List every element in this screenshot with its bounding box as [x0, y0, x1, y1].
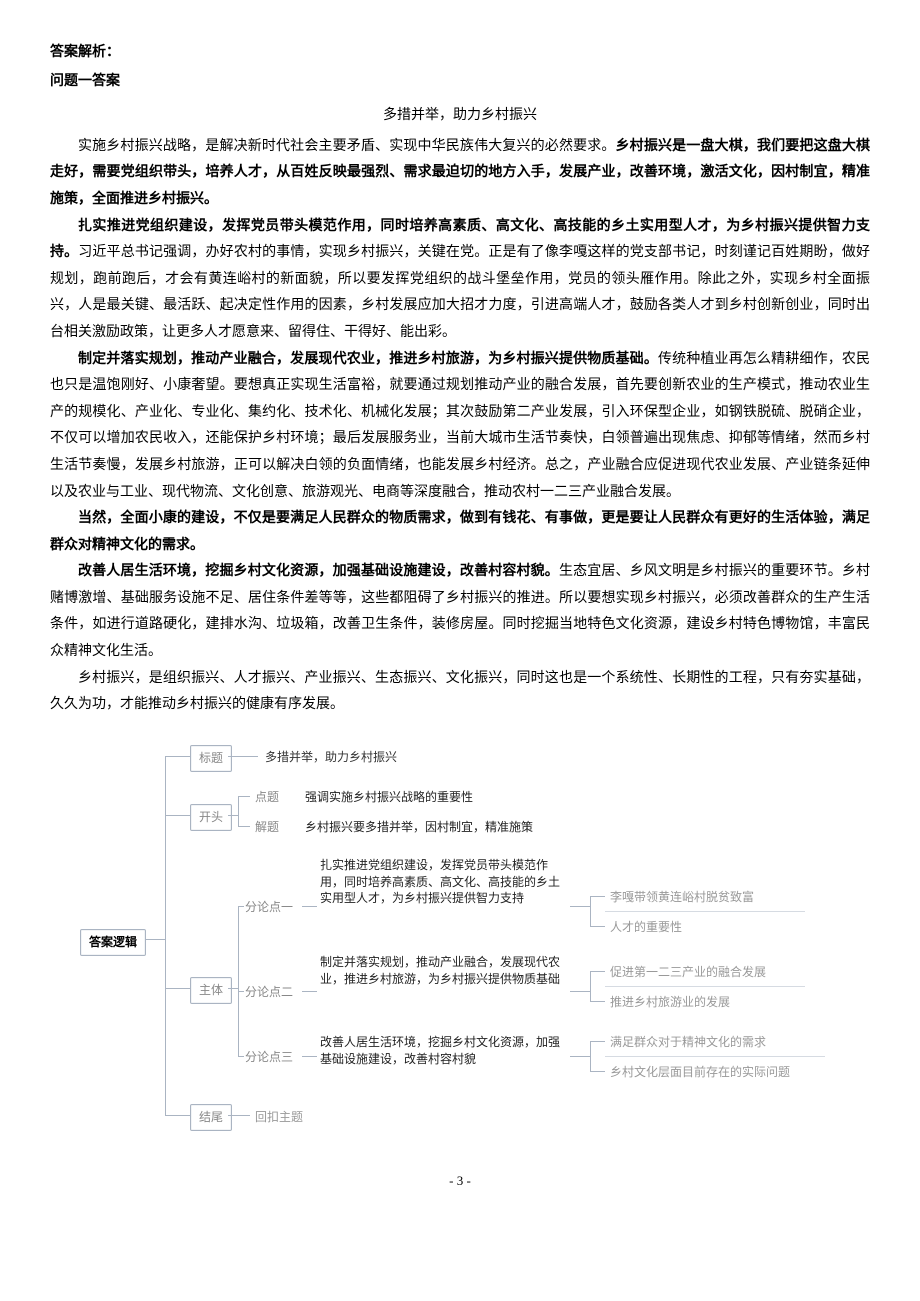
arg2-note1: 促进第一二三产业的融合发展 [610, 964, 766, 981]
connector [590, 1041, 605, 1042]
connector [165, 815, 190, 816]
connector [302, 906, 317, 907]
connector [302, 991, 317, 992]
connector [238, 906, 244, 907]
connector [590, 896, 605, 897]
connector [238, 991, 244, 992]
connector [165, 756, 166, 1116]
connector [238, 796, 239, 826]
separator [605, 986, 805, 987]
paragraph-6: 乡村振兴，是组织振兴、人才振兴、产业振兴、生态振兴、文化振兴，同时这也是一个系统… [50, 666, 870, 719]
connector [590, 1071, 605, 1072]
point-label: 点题 [255, 789, 279, 806]
arg2-val: 制定并落实规划，推动产业融合，发展现代农业，推进乡村旅游，为乡村振兴提供物质基础 [320, 954, 560, 988]
connector [238, 826, 250, 827]
connector [146, 939, 165, 940]
end-label-box: 结尾 [190, 1104, 232, 1131]
separator [228, 756, 258, 757]
connector [590, 1041, 591, 1071]
p2-plain: 习近平总书记强调，办好农村的事情，实现乡村振兴，关键在党。正是有了像李嘎这样的党… [50, 245, 870, 340]
p5-bold: 改善人居生活环境，挖掘乡村文化资源，加强基础设施建设，改善村容村貌。 [78, 564, 559, 579]
solve-label: 解题 [255, 819, 279, 836]
paragraph-2: 扎实推进党组织建设，发挥党员带头模范作用，同时培养高素质、高文化、高技能的乡土实… [50, 214, 870, 347]
answer-header: 答案解析： [50, 40, 870, 67]
arg2-label: 分论点二 [245, 984, 293, 1001]
connector [570, 991, 590, 992]
connector [238, 1056, 244, 1057]
answer-logic-diagram: 答案逻辑 标题 多措并举，助力乡村振兴 开头 点题 强调实施乡村振兴战略的重要性… [80, 739, 840, 1139]
connector [238, 796, 250, 797]
paragraph-5: 改善人居生活环境，挖掘乡村文化资源，加强基础设施建设，改善村容村貌。生态宜居、乡… [50, 559, 870, 665]
arg1-val: 扎实推进党组织建设，发挥党员带头模范作用，同时培养高素质、高文化、高技能的乡土实… [320, 857, 560, 907]
connector [590, 1001, 605, 1002]
connector [590, 971, 591, 1001]
solve-val: 乡村振兴要多措并举，因村制宜，精准施策 [305, 819, 533, 836]
separator [228, 1115, 250, 1116]
arg3-note2: 乡村文化层面目前存在的实际问题 [610, 1064, 790, 1081]
connector [570, 906, 590, 907]
arg3-note1: 满足群众对于精神文化的需求 [610, 1034, 766, 1051]
essay-title: 多措并举，助力乡村振兴 [50, 103, 870, 130]
arg3-label: 分论点三 [245, 1049, 293, 1066]
head-label-box: 开头 [190, 804, 232, 831]
connector [590, 971, 605, 972]
separator [605, 1056, 825, 1057]
arg1-note2: 人才的重要性 [610, 919, 682, 936]
arg1-label: 分论点一 [245, 899, 293, 916]
connector [228, 988, 238, 989]
arg1-note1: 李嘎带领黄连峪村脱贫致富 [610, 889, 754, 906]
question-header: 问题一答案 [50, 69, 870, 96]
paragraph-1: 实施乡村振兴战略，是解决新时代社会主要矛盾、实现中华民族伟大复兴的必然要求。乡村… [50, 134, 870, 214]
point-val: 强调实施乡村振兴战略的重要性 [305, 789, 473, 806]
end-val: 回扣主题 [255, 1109, 303, 1126]
p1-plain: 实施乡村振兴战略，是解决新时代社会主要矛盾、实现中华民族伟大复兴的必然要求。 [78, 139, 616, 154]
page-number: - 3 - [50, 1169, 870, 1194]
root-box: 答案逻辑 [80, 929, 146, 956]
title-val: 多措并举，助力乡村振兴 [265, 749, 397, 766]
connector [238, 906, 239, 1056]
connector [228, 815, 238, 816]
connector [165, 756, 190, 757]
arg3-val: 改善人居生活环境，挖掘乡村文化资源，加强基础设施建设，改善村容村貌 [320, 1034, 560, 1068]
p3-bold: 制定并落实规划，推动产业融合，发展现代农业，推进乡村旅游，为乡村振兴提供物质基础… [78, 352, 658, 367]
connector [165, 1115, 190, 1116]
p3-plain: 传统种植业再怎么精耕细作，农民也只是温饱刚好、小康奢望。要想真正实现生活富裕，就… [50, 352, 870, 500]
paragraph-4: 当然，全面小康的建设，不仅是要满足人民群众的物质需求，做到有钱花、有事做，更是要… [50, 506, 870, 559]
connector [590, 896, 591, 926]
connector [590, 926, 605, 927]
connector [165, 988, 190, 989]
connector [570, 1056, 590, 1057]
separator [605, 911, 805, 912]
title-label-box: 标题 [190, 745, 232, 772]
connector [302, 1056, 317, 1057]
arg2-note2: 推进乡村旅游业的发展 [610, 994, 730, 1011]
body-label-box: 主体 [190, 977, 232, 1004]
paragraph-3: 制定并落实规划，推动产业融合，发展现代农业，推进乡村旅游，为乡村振兴提供物质基础… [50, 347, 870, 507]
